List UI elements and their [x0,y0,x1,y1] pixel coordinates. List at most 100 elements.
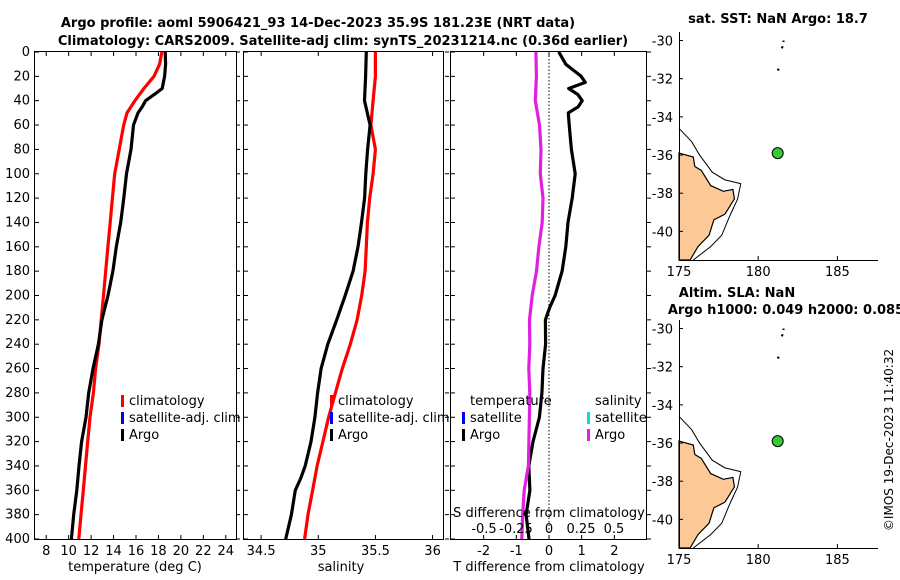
legend-swatch-satellite [121,412,124,424]
s-tick-label: -0.25 [499,522,533,537]
land-new-zealand [678,152,736,261]
legend-s-satellite: satellite [595,411,647,426]
sst-map: -30 -32 -34 -36 -38 -40 175 180 185 [652,30,878,280]
difference-series [520,51,587,540]
lon-tick-label: 175 [667,553,692,568]
legend-satellite: satellite-adj. clim [129,411,241,426]
legend-t-satellite: satellite [470,411,522,426]
depth-contour [678,127,742,261]
s-difference-ticks: -0.5 -0.25 0 0.25 0.5 [471,522,624,537]
depth-tick-label: 60 [13,118,30,133]
depth-tick-label: 120 [5,191,30,206]
x-tick-label: 36 [424,544,441,559]
sla-map: -30 -32 -34 -36 -38 -40 175 180 185 [652,318,878,568]
legend-title-salinity: salinity [595,394,642,409]
imos-credit: ©IMOS 19-Dec-2023 11:40:32 [882,349,896,531]
legend-climatology: climatology [338,394,414,409]
legend-swatch-s-argo [587,429,590,441]
x-tick-label: 24 [218,544,235,559]
x-tick-label: 20 [173,544,190,559]
depth-tick-label: 220 [5,313,30,328]
lat-tick-label: -36 [652,437,673,452]
x-tick-label: -1 [510,544,523,559]
temperature-legend: climatology satellite-adj. clim Argo [121,394,241,443]
legend-swatch-climatology [121,395,124,407]
depth-tick-label: 200 [5,289,30,304]
depth-tick-label: 320 [5,435,30,450]
series-line-argo [284,51,372,540]
kermadec-islands [776,328,785,360]
sst-map-title: sat. SST: NaN Argo: 18.7 [688,12,868,27]
x-tick-label: -2 [477,544,490,559]
depth-tick-label: 240 [5,337,30,352]
lon-tick-label: 185 [825,265,850,280]
lat-tick-label: -34 [652,111,673,126]
lat-tick-label: -30 [652,323,673,338]
s-tick-label: -0.5 [471,522,496,537]
s-tick-label: 0.25 [567,522,596,537]
lat-tick-label: -36 [652,149,673,164]
salinity-legend: climatology satellite-adj. clim Argo [330,394,450,443]
difference-legend: temperature salinity satellite Argo sate… [462,394,647,443]
legend-s-argo: Argo [595,428,625,443]
x-tick-label: 34.5 [247,544,276,559]
series-line-climatology [303,52,377,540]
lat-tick-label: -34 [652,399,673,414]
temperature-panel-frame [34,51,237,540]
depth-axis: 0 20 40 60 80 100 120 140 160 180 200 220 240 260 280 3… [5,45,651,547]
lon-tick-label: 175 [667,265,692,280]
lat-tick-label: -40 [652,225,673,240]
s-difference-label: S difference from climatology [453,506,645,521]
depth-tick-label: 80 [13,142,30,157]
depth-tick-label: 140 [5,215,30,230]
legend-argo: Argo [338,428,368,443]
land-new-zealand [678,440,736,549]
legend-swatch-t-argo [462,429,465,441]
legend-swatch-s-satellite [587,412,590,424]
lon-tick-label: 180 [746,553,771,568]
sla-map-subtitle: Argo h1000: 0.049 h2000: 0.085 [668,303,900,318]
legend-swatch-argo [330,429,333,441]
legend-t-argo: Argo [470,428,500,443]
x-tick-label: 2 [610,544,618,559]
x-tick-label: 10 [60,544,77,559]
salinity-xlabel: salinity [318,560,365,575]
argo-float-marker [771,435,784,448]
lat-tick-label: -40 [652,513,673,528]
lon-tick-label: 185 [825,553,850,568]
x-tick-label: 22 [195,544,212,559]
depth-contour [678,415,742,549]
depth-tick-label: 160 [5,240,30,255]
legend-swatch-t-satellite [462,412,465,424]
salinity-x-ticks: 34.5 35 35.5 36 [247,52,441,559]
temperature-x-ticks: 8 10 12 14 16 18 20 22 24 [42,52,234,559]
salinity-series [284,51,377,540]
legend-swatch-argo [121,429,124,441]
legend-argo: Argo [129,428,159,443]
lat-tick-label: -38 [652,187,673,202]
series-line-argo [69,51,168,540]
depth-tick-label: 400 [5,532,30,547]
s-tick-label: 0.5 [604,522,625,537]
series-line-t-diff-argo [524,51,587,540]
legend-swatch-satellite [330,412,333,424]
depth-tick-label: 300 [5,410,30,425]
lat-tick-label: -38 [652,475,673,490]
depth-tick-label: 260 [5,362,30,377]
difference-x-ticks: -2 -1 0 1 2 [477,52,618,559]
x-tick-label: 14 [105,544,122,559]
temperature-series [69,51,168,540]
legend-swatch-climatology [330,395,333,407]
s-tick-label: 0 [545,522,553,537]
x-tick-label: 12 [83,544,100,559]
lat-tick-label: -32 [652,73,673,88]
x-tick-label: 0 [545,544,553,559]
legend-title-temperature: temperature [470,394,552,409]
legend-climatology: climatology [129,394,205,409]
salinity-panel-frame [243,51,444,540]
depth-tick-label: 100 [5,167,30,182]
series-line-s-diff-argo [520,51,545,540]
x-tick-label: 16 [128,544,145,559]
x-tick-label: 35.5 [361,544,390,559]
